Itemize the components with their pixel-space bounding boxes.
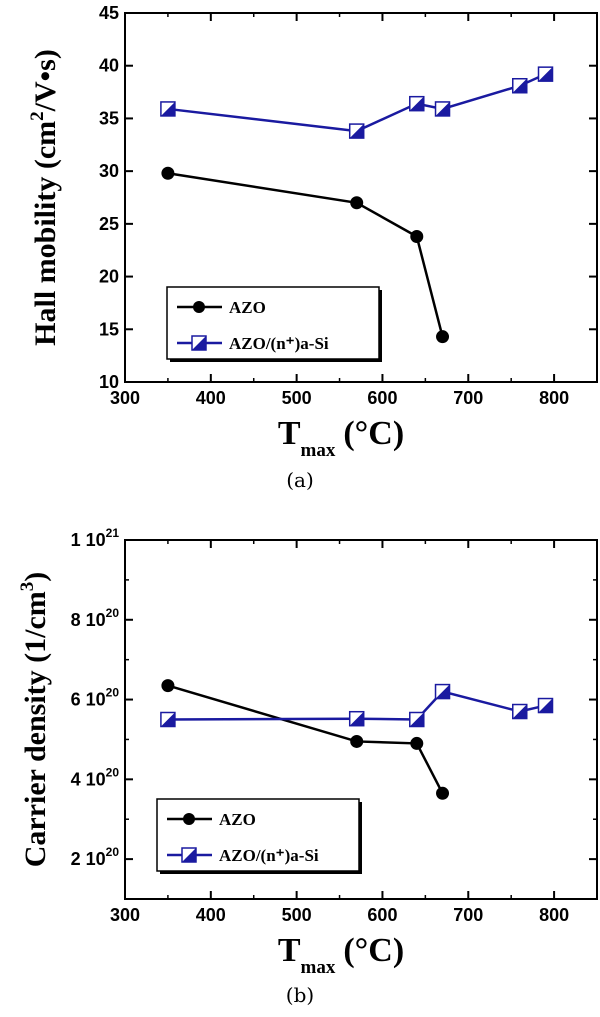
legend-label: AZO/(n⁺)a-Si	[229, 334, 329, 353]
marker-fill	[435, 101, 450, 116]
y-tick-label: 10	[99, 372, 119, 392]
chart-panel-a: 300 400 500 600 700 800 10 15 20 25 30 35 40 45 Hall m…	[0, 0, 600, 500]
chart-panel-b: 300 400 500 600 700 800 2 1020 4 1020 6 1020 8 10…	[0, 505, 600, 1017]
data-point-circle	[161, 679, 175, 693]
plot-frame	[124, 539, 598, 900]
data-point-square	[512, 703, 528, 720]
data-point-square	[537, 66, 554, 82]
carrier-density-chart: 300 400 500 600 700 800 2 1020 4 1020 6 1020 8 10…	[17, 526, 598, 978]
series-line-0	[167, 684, 444, 794]
y-axis-title: Hall mobility (cm2/V•s)	[27, 49, 62, 346]
x-axis-title: Tmax (°C)	[278, 932, 404, 978]
series-line-1	[167, 73, 547, 133]
caption-b: (b)	[285, 983, 315, 1007]
x-tick-label: 600	[367, 905, 397, 925]
marker-fill	[409, 96, 424, 111]
y-tick-label: 35	[99, 108, 119, 128]
marker-fill	[160, 712, 175, 727]
data-point-circle	[436, 330, 450, 344]
data-point-square	[348, 710, 365, 727]
data-point-square	[409, 711, 425, 728]
y-tick-label: 4 1020	[71, 765, 120, 789]
data-point-square	[434, 101, 451, 117]
data-point-square	[348, 123, 365, 139]
caption-a: (a)	[286, 468, 314, 492]
mobility-chart: 300 400 500 600 700 800 10 15 20 25 30 35 40 45 Hall m…	[27, 3, 598, 461]
x-tick-label: 700	[453, 905, 483, 925]
y-tick-label: 20	[99, 267, 119, 287]
y-tick-label: 15	[99, 319, 119, 339]
x-tick-label: 300	[110, 905, 140, 925]
x-tick-label: 600	[367, 388, 397, 408]
x-axis-title: Tmax (°C)	[278, 415, 404, 461]
x-tick-label: 700	[453, 388, 483, 408]
y-tick-label: 2 1020	[71, 845, 120, 869]
x-tick-label: 800	[539, 388, 569, 408]
marker-fill	[512, 78, 527, 93]
data-point-square	[434, 683, 451, 700]
data-point-square	[160, 101, 176, 117]
data-point-circle	[410, 736, 424, 750]
legend-label: AZO	[229, 298, 266, 317]
marker-fill	[160, 101, 175, 116]
legend-marker-fill	[182, 848, 196, 862]
y-tick-label: 40	[99, 56, 119, 76]
y-tick-label: 25	[99, 214, 119, 234]
x-tick-label: 400	[196, 905, 226, 925]
x-tick-label: 300	[110, 388, 140, 408]
data-point-circle	[350, 734, 364, 748]
data-point-circle	[436, 786, 450, 800]
data-point-square	[537, 697, 554, 714]
y-tick-label: 30	[99, 161, 119, 181]
y-tick-label: 6 1020	[71, 686, 120, 710]
y-tick-label: 45	[99, 3, 119, 23]
marker-fill	[538, 67, 553, 82]
y-axis-title: Carrier density (1/cm3)	[17, 572, 52, 868]
data-point-circle	[350, 196, 364, 210]
data-point-square	[512, 77, 528, 94]
data-point-square	[160, 711, 176, 728]
legend-marker-circle	[183, 813, 195, 825]
legend-marker-circle	[193, 301, 205, 313]
marker-fill	[349, 124, 364, 139]
marker-fill	[349, 711, 364, 726]
x-tick-label: 500	[282, 905, 312, 925]
legend-marker-fill	[192, 336, 206, 350]
x-tick-label: 500	[282, 388, 312, 408]
y-tick-label: 8 1020	[71, 606, 120, 630]
data-point-square	[409, 95, 425, 112]
marker-fill	[435, 684, 450, 699]
x-tick-label: 800	[539, 905, 569, 925]
y-tick-label: 1 1021	[71, 526, 120, 550]
plot-frame	[124, 12, 598, 383]
legend-label: AZO	[219, 810, 256, 829]
series-line-0	[167, 172, 444, 337]
x-tick-label: 400	[196, 388, 226, 408]
data-point-circle	[161, 166, 175, 180]
legend-label: AZO/(n⁺)a-Si	[219, 846, 319, 865]
marker-fill	[538, 698, 553, 713]
marker-fill	[409, 712, 424, 727]
data-point-circle	[410, 230, 424, 244]
marker-fill	[512, 704, 527, 719]
